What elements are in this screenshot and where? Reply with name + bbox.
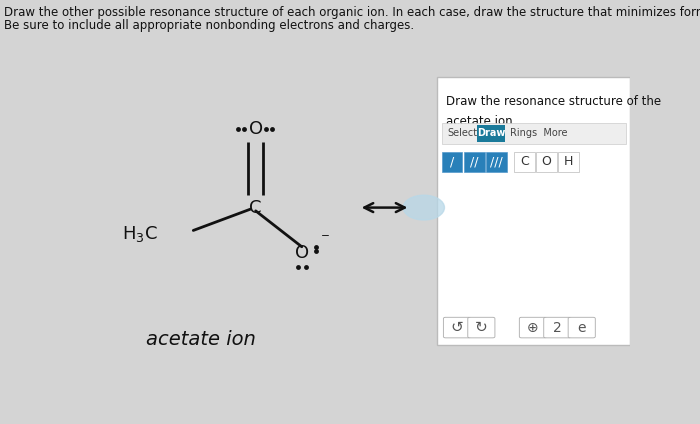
- Text: Select: Select: [447, 128, 477, 138]
- Text: O: O: [542, 155, 552, 168]
- Text: acetate ion.: acetate ion.: [446, 114, 516, 128]
- Text: ///: ///: [490, 155, 503, 168]
- FancyBboxPatch shape: [514, 152, 535, 172]
- FancyBboxPatch shape: [477, 125, 505, 142]
- Text: O: O: [295, 244, 309, 262]
- FancyBboxPatch shape: [536, 152, 557, 172]
- FancyBboxPatch shape: [442, 152, 463, 172]
- Text: C: C: [249, 198, 262, 217]
- Text: 2: 2: [553, 321, 561, 335]
- Text: ↺: ↺: [451, 320, 463, 335]
- FancyBboxPatch shape: [464, 152, 484, 172]
- Text: e: e: [578, 321, 586, 335]
- FancyBboxPatch shape: [442, 123, 626, 144]
- Text: /: /: [450, 155, 454, 168]
- FancyBboxPatch shape: [443, 317, 470, 338]
- Text: H: H: [564, 155, 573, 168]
- FancyBboxPatch shape: [559, 152, 579, 172]
- Text: Draw the resonance structure of the: Draw the resonance structure of the: [446, 95, 661, 108]
- Circle shape: [403, 195, 444, 220]
- Text: H$_3$C: H$_3$C: [122, 224, 158, 244]
- Text: //: //: [470, 155, 479, 168]
- Text: $^{-}$: $^{-}$: [320, 232, 330, 247]
- FancyBboxPatch shape: [568, 317, 595, 338]
- Text: Draw: Draw: [477, 128, 505, 138]
- Text: Draw the other possible resonance structure of each organic ion. In each case, d: Draw the other possible resonance struct…: [4, 6, 700, 20]
- FancyBboxPatch shape: [486, 152, 507, 172]
- FancyBboxPatch shape: [438, 77, 630, 345]
- Text: acetate ion: acetate ion: [146, 330, 256, 349]
- Text: Rings  More: Rings More: [510, 128, 567, 138]
- Text: ⊕: ⊕: [527, 321, 539, 335]
- FancyBboxPatch shape: [468, 317, 495, 338]
- Text: C: C: [520, 155, 528, 168]
- Text: Be sure to include all appropriate nonbonding electrons and charges.: Be sure to include all appropriate nonbo…: [4, 19, 414, 32]
- FancyBboxPatch shape: [544, 317, 571, 338]
- Text: ↻: ↻: [475, 320, 488, 335]
- FancyBboxPatch shape: [519, 317, 547, 338]
- Text: O: O: [248, 120, 262, 138]
